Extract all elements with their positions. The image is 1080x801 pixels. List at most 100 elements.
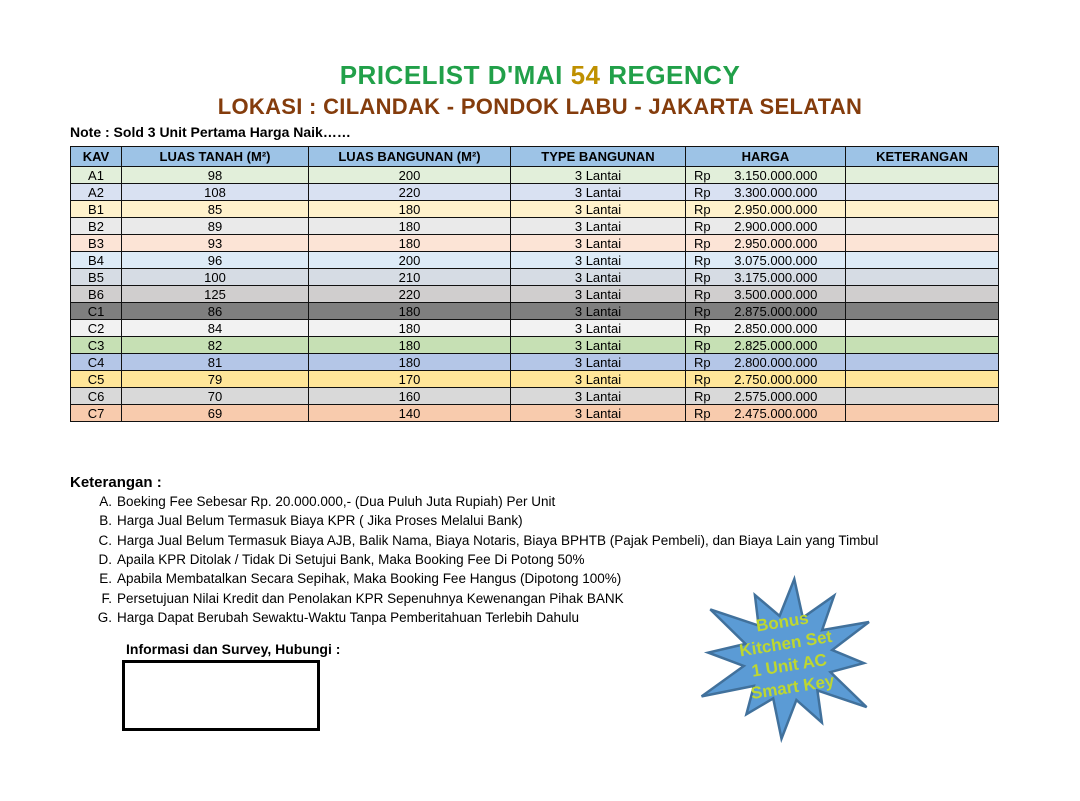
- table-row: B3 93 180 3 Lantai Rp 2.950.000.000: [70, 234, 999, 252]
- cell-luas-bangunan: 180: [308, 217, 511, 235]
- keterangan-item: E. Apabila Membatalkan Secara Sepihak, M…: [86, 569, 946, 588]
- table-row: C3 82 180 3 Lantai Rp 2.825.000.000: [70, 336, 999, 354]
- cell-type-bangunan: 3 Lantai: [510, 336, 686, 354]
- cell-luas-tanah: 82: [121, 336, 309, 354]
- table-row: A2 108 220 3 Lantai Rp 3.300.000.000: [70, 183, 999, 201]
- cell-luas-bangunan: 180: [308, 319, 511, 337]
- cell-type-bangunan: 3 Lantai: [510, 302, 686, 320]
- cell-keterangan: [845, 268, 999, 286]
- keterangan-item-text: Harga Dapat Berubah Sewaktu-Waktu Tanpa …: [117, 609, 580, 625]
- cell-keterangan: [845, 302, 999, 320]
- title-suffix: REGENCY: [600, 60, 741, 90]
- cell-harga: Rp 3.150.000.000: [685, 166, 846, 184]
- cell-luas-tanah: 93: [121, 234, 309, 252]
- keterangan-item: A. Boeking Fee Sebesar Rp. 20.000.000,- …: [86, 492, 946, 511]
- cell-type-bangunan: 3 Lantai: [510, 200, 686, 218]
- cell-kav: B5: [70, 268, 122, 286]
- table-row: A1 98 200 3 Lantai Rp 3.150.000.000: [70, 166, 999, 184]
- cell-luas-bangunan: 220: [308, 183, 511, 201]
- cell-luas-bangunan: 170: [308, 370, 511, 388]
- cell-harga: Rp 2.950.000.000: [685, 234, 846, 252]
- cell-type-bangunan: 3 Lantai: [510, 251, 686, 269]
- table-row: C6 70 160 3 Lantai Rp 2.575.000.000: [70, 387, 999, 405]
- currency-label: Rp: [694, 303, 711, 319]
- currency-label: Rp: [694, 320, 711, 336]
- cell-luas-tanah: 86: [121, 302, 309, 320]
- keterangan-item-letter: D.: [98, 552, 113, 568]
- cell-harga: Rp 2.800.000.000: [685, 353, 846, 371]
- currency-label: Rp: [694, 184, 711, 200]
- harga-amount: 3.500.000.000: [734, 286, 818, 302]
- header-type-bangunan: TYPE BANGUNAN: [510, 146, 686, 167]
- cell-keterangan: [845, 336, 999, 354]
- keterangan-item-text: Boeking Fee Sebesar Rp. 20.000.000,- (Du…: [117, 494, 556, 510]
- cell-luas-tanah: 89: [121, 217, 309, 235]
- cell-type-bangunan: 3 Lantai: [510, 268, 686, 286]
- cell-keterangan: [845, 370, 999, 388]
- cell-harga: Rp 3.175.000.000: [685, 268, 846, 286]
- cell-harga: Rp 2.475.000.000: [685, 404, 846, 422]
- cell-luas-tanah: 81: [121, 353, 309, 371]
- harga-amount: 2.850.000.000: [734, 320, 818, 336]
- table-row: C2 84 180 3 Lantai Rp 2.850.000.000: [70, 319, 999, 337]
- cell-type-bangunan: 3 Lantai: [510, 285, 686, 303]
- currency-label: Rp: [694, 252, 711, 268]
- cell-type-bangunan: 3 Lantai: [510, 217, 686, 235]
- header-harga: HARGA: [685, 146, 846, 167]
- harga-amount: 3.150.000.000: [734, 167, 818, 183]
- table-row: C7 69 140 3 Lantai Rp 2.475.000.000: [70, 404, 999, 422]
- header-luas-bangunan: LUAS BANGUNAN (M²): [308, 146, 511, 167]
- header-kav: KAV: [70, 146, 122, 167]
- table-row: B2 89 180 3 Lantai Rp 2.900.000.000: [70, 217, 999, 235]
- cell-luas-bangunan: 140: [308, 404, 511, 422]
- cell-luas-bangunan: 180: [308, 336, 511, 354]
- cell-keterangan: [845, 387, 999, 405]
- keterangan-heading: Keterangan :: [70, 474, 162, 491]
- cell-luas-tanah: 85: [121, 200, 309, 218]
- currency-label: Rp: [694, 201, 711, 217]
- cell-type-bangunan: 3 Lantai: [510, 370, 686, 388]
- cell-harga: Rp 2.900.000.000: [685, 217, 846, 235]
- keterangan-item: B. Harga Jual Belum Termasuk Biaya KPR (…: [86, 511, 946, 530]
- currency-label: Rp: [694, 371, 711, 387]
- cell-luas-tanah: 100: [121, 268, 309, 286]
- cell-kav: B1: [70, 200, 122, 218]
- page-subtitle: LOKASI : CILANDAK - PONDOK LABU - JAKART…: [217, 94, 863, 119]
- cell-luas-tanah: 96: [121, 251, 309, 269]
- harga-amount: 3.300.000.000: [734, 184, 818, 200]
- harga-amount: 2.950.000.000: [734, 201, 818, 217]
- title-number: 54: [570, 60, 601, 90]
- cell-keterangan: [845, 404, 999, 422]
- keterangan-item-letter: F.: [101, 590, 112, 606]
- cell-type-bangunan: 3 Lantai: [510, 319, 686, 337]
- keterangan-item-text: Harga Jual Belum Termasuk Biaya KPR ( Ji…: [117, 513, 523, 529]
- table-row: C1 86 180 3 Lantai Rp 2.875.000.000: [70, 302, 999, 320]
- keterangan-item-text: Persetujuan Nilai Kredit dan Penolakan K…: [117, 590, 624, 606]
- keterangan-item-text: Apaila KPR Ditolak / Tidak Di Setujui Ba…: [117, 552, 585, 568]
- cell-kav: C3: [70, 336, 122, 354]
- cell-type-bangunan: 3 Lantai: [510, 183, 686, 201]
- cell-luas-bangunan: 180: [308, 302, 511, 320]
- contact-label: Informasi dan Survey, Hubungi :: [126, 641, 341, 657]
- cell-keterangan: [845, 200, 999, 218]
- harga-amount: 3.175.000.000: [734, 269, 818, 285]
- cell-luas-tanah: 108: [121, 183, 309, 201]
- keterangan-item-letter: C.: [98, 532, 113, 548]
- keterangan-item: F. Persetujuan Nilai Kredit dan Penolaka…: [86, 588, 946, 607]
- keterangan-item: C. Harga Jual Belum Termasuk Biaya AJB, …: [86, 531, 946, 550]
- cell-kav: B3: [70, 234, 122, 252]
- cell-keterangan: [845, 234, 999, 252]
- keterangan-item-text: Apabila Membatalkan Secara Sepihak, Maka…: [117, 571, 622, 587]
- cell-harga: Rp 2.950.000.000: [685, 200, 846, 218]
- cell-keterangan: [845, 251, 999, 269]
- currency-label: Rp: [694, 269, 711, 285]
- cell-harga: Rp 3.300.000.000: [685, 183, 846, 201]
- table-row: B5 100 210 3 Lantai Rp 3.175.000.000: [70, 268, 999, 286]
- header-luas-tanah: LUAS TANAH (M²): [121, 146, 309, 167]
- cell-kav: C2: [70, 319, 122, 337]
- currency-label: Rp: [694, 354, 711, 370]
- cell-keterangan: [845, 285, 999, 303]
- cell-harga: Rp 2.750.000.000: [685, 370, 846, 388]
- keterangan-item: D. Apaila KPR Ditolak / Tidak Di Setujui…: [86, 550, 946, 569]
- harga-amount: 3.075.000.000: [734, 252, 818, 268]
